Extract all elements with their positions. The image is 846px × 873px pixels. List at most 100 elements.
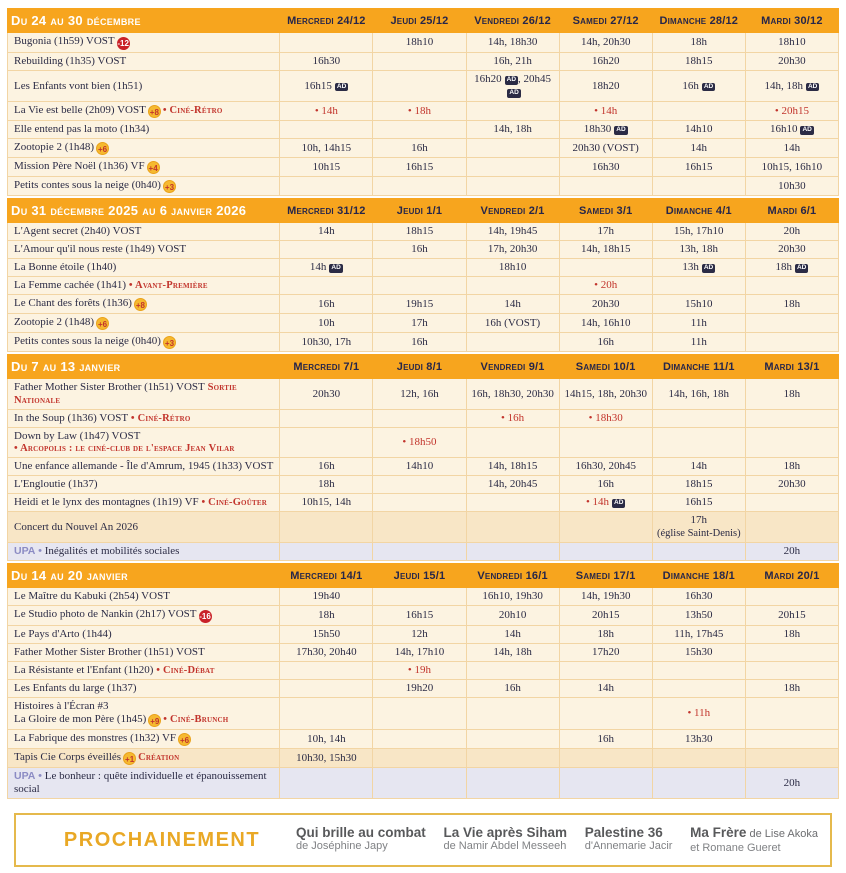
showtime-cell: 11h [651,313,746,333]
film-title: Le Studio photo de Nankin (2h17) VOST [14,608,197,620]
showtime-cell: 16h15 [372,157,467,177]
section-header-row: Du 7 au 13 janvier Mercredi 7/1 Jeudi 8/1 V… [6,354,840,379]
showtime-cell: 16h (VOST) [465,313,560,333]
showtime-cell: 18h [744,679,840,698]
showtime-cell: 18h [279,605,374,626]
showtime-cell: • 18h [372,101,467,121]
showtime-cell: 20h15 [744,605,840,626]
film-row: Zootopie 2 (1h48) +6 10h, 14h15 16h 20h30 (V… [6,138,840,158]
film-title: La Résistante et l'Enfant (1h20) [14,664,154,676]
showtime-cell: 14h, 16h, 18h [651,378,746,410]
showtime-cell: 14h [465,625,560,644]
section-title: Du 31 décembre 2025 au 6 janvier 2026 [6,198,281,223]
showtime-cell: 18h [744,625,840,644]
showtime-cell: 16h [558,729,653,749]
showtime-cell: 18h [279,475,374,494]
event-tag: • Ciné-Goûter [198,497,267,508]
showtime-cell: 18h [744,378,840,410]
film-title: La Vie est belle (2h09) VOST [14,104,146,116]
showtime-cell [465,427,560,458]
film-row: La Résistante et l'Enfant (1h20) • Ciné-… [6,661,840,680]
section-title: Du 24 au 30 décembre [6,8,281,33]
film-row: L'Agent secret (2h40) VOST 14h 18h15 14h, 1… [6,222,840,241]
day-header: Mercredi 7/1 [279,354,374,379]
showtime-cell [372,52,467,71]
showtime-cell: • 14h [279,101,374,121]
day-header: Samedi 17/1 [558,563,653,588]
film-row: UPA • Inégalités et mobilités sociales 20… [6,542,840,561]
showtime-cell [744,697,840,730]
showtime-cell: 15h10 [651,294,746,314]
upcoming-film-credit: d'Annemarie Jacir [584,840,673,852]
film-title: L'Amour qu'il nous reste (1h49) VOST [14,243,187,255]
showtime-cell: 14h, 17h10 [372,643,467,662]
showtime-cell [558,767,653,799]
film-title-cell: Le Maître du Kabuki (2h54) VOST [6,587,281,606]
schedule-table: Du 7 au 13 janvier Mercredi 7/1 Jeudi 8/1 V… [6,354,840,561]
section-header-row: Du 31 décembre 2025 au 6 janvier 2026 Mer… [6,198,840,223]
showtime-cell [372,120,467,139]
audio-description-icon: AD [612,499,626,508]
showtime-cell: 14h AD [279,258,374,277]
film-row: Bugonia (1h59) VOST -12 18h10 14h, 18h30 14h… [6,32,840,53]
day-header: Mardi 30/12 [744,8,840,33]
film-title-cell: In the Soup (1h36) VOST • Ciné-Rétro [6,409,281,428]
showtime-cell [372,697,467,730]
upcoming-films: Qui brille au combat de Joséphine Japy La … [296,825,818,855]
showtime-cell [558,511,653,543]
showtime-cell: 13h50 [651,605,746,626]
showtime-cell [372,475,467,494]
showtime-cell: 16h30, 20h45 [558,457,653,476]
showtime-cell: • 20h15 [744,101,840,121]
film-row: Tapis Cie Corps éveillés +1 Création 10h30,… [6,748,840,768]
film-title: Father Mother Sister Brother (1h51) VOST [14,646,205,658]
showtime-cell: 19h40 [279,587,374,606]
film-title: Petits contes sous la neige (0h40) [14,335,161,347]
audio-description-icon: AD [504,76,519,85]
film-title: Heidi et le lynx des montagnes (1h19) VF [14,496,199,508]
showtime-cell: 16h15 [651,493,746,512]
upcoming-film-title: La Vie après Siham [443,825,568,840]
film-row: La Bonne étoile (1h40) 14h AD 18h10 13h AD 18h… [6,258,840,277]
showtime-cell [651,409,746,428]
showtime-cell: 14h15, 18h, 20h30 [558,378,653,410]
showtime-cell: 16h10 AD [744,120,840,139]
film-title-cell: Une enfance allemande - Île d'Amrum, 194… [6,457,281,476]
film-title: La Femme cachée (1h41) [14,279,127,291]
showtime-cell [465,332,560,352]
showtime-cell [558,542,653,561]
showtime-cell: 18h10 [372,32,467,53]
showtime-cell: 20h30 [558,294,653,314]
showtime-cell: 14h, 19h30 [558,587,653,606]
showtime-cell [744,313,840,333]
film-row: Le Maître du Kabuki (2h54) VOST 19h40 16h1… [6,587,840,606]
film-title-cell: La Vie est belle (2h09) VOST +8 • Ciné-Rét… [6,101,281,121]
showtime-cell [558,258,653,277]
showtime-cell: 20h15 [558,605,653,626]
day-header: Dimanche 28/12 [651,8,746,33]
film-title-cell: L'Engloutie (1h37) [6,475,281,494]
film-row: Histoires à l'Écran #3 La Gloire de mon P… [6,697,840,730]
film-title: Tapis Cie Corps éveillés [14,751,122,763]
showtime-cell: 12h [372,625,467,644]
showtime-cell: 14h [744,138,840,158]
film-row: Le Pays d'Arto (1h44) 15h50 12h 14h 18h 11h, … [6,625,840,644]
showtime-cell: 16h30 [279,52,374,71]
showtime-cell: 18h [744,457,840,476]
showtime-cell [279,32,374,53]
showtime-cell [372,587,467,606]
bullet-separator: • [35,770,45,782]
showtime-cell [651,542,746,561]
age-rating-badge: +3 [162,336,176,349]
showtime-cell: • 18h30 [558,409,653,428]
showtime-cell [744,661,840,680]
showtime-cell: 14h [651,138,746,158]
showtime-cell [372,729,467,749]
showtime-cell: 12h, 16h [372,378,467,410]
showtime-cell [558,661,653,680]
showtime-cell [279,679,374,698]
showtime-cell: 16h [372,332,467,352]
film-title-cell: Father Mother Sister Brother (1h51) VOST [6,643,281,662]
film-title: Zootopie 2 (1h48) [14,316,95,328]
upcoming-film-credit: et Romane Gueret [690,842,781,854]
